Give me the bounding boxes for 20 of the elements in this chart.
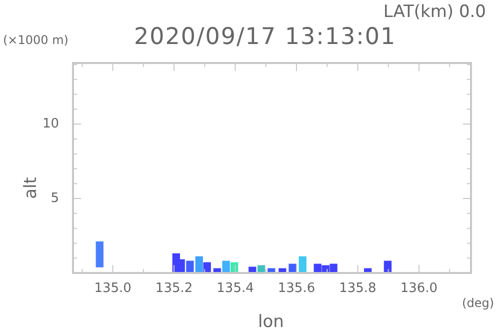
- y-axis-title: alt: [20, 177, 41, 199]
- text: LAT(km) 0.0: [383, 2, 486, 22]
- bar: [288, 264, 296, 273]
- y-tick-label: 5: [50, 190, 59, 206]
- x-tick-label: 135.8: [339, 281, 376, 296]
- y-tick-label: 10: [42, 116, 59, 132]
- x-tick-label: 135.6: [278, 281, 316, 296]
- text: (deg): [462, 296, 494, 310]
- bar: [186, 260, 194, 273]
- bar: [298, 256, 306, 273]
- x-tick-label: 135.2: [155, 281, 193, 296]
- x-tick-label: 135.4: [216, 281, 254, 296]
- text: (×1000 m): [3, 33, 68, 47]
- bar: [195, 256, 203, 273]
- chart-title: 2020/09/17 13:13:01: [134, 24, 396, 50]
- x-tick-label: 135.0: [94, 281, 132, 296]
- x-axis-title: lon: [258, 312, 284, 332]
- bar: [96, 241, 104, 268]
- x-tick-label: 136.0: [400, 281, 438, 296]
- bar: [222, 260, 230, 273]
